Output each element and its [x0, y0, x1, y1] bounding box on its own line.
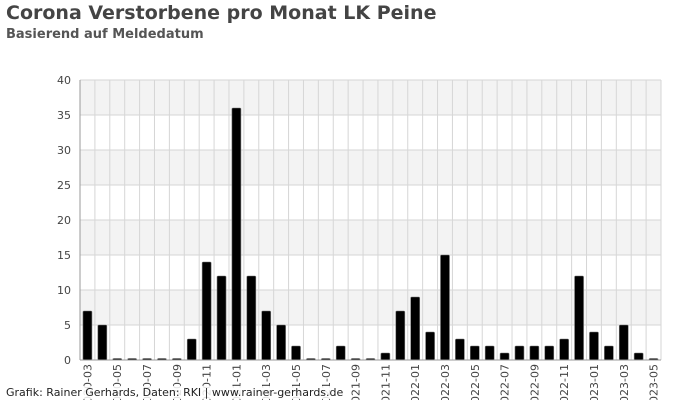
- plot-band: [80, 220, 661, 255]
- bar: [514, 345, 525, 361]
- bar: [574, 275, 584, 361]
- x-tick-label: 2022-05: [469, 364, 482, 400]
- x-tick-label: 2021-11: [379, 364, 392, 400]
- x-tick-label: 2022-03: [439, 364, 452, 400]
- bar: [246, 275, 257, 361]
- bar: [604, 345, 614, 361]
- bar: [529, 345, 540, 361]
- bar: [410, 296, 420, 361]
- bar: [261, 310, 272, 361]
- source-credit: Grafik: Rainer Gerhards, Daten: RKI | ww…: [4, 386, 346, 399]
- plot-band: [80, 80, 661, 115]
- plot-band: [80, 325, 661, 360]
- y-tick-label: 10: [57, 284, 71, 297]
- plot-band: [80, 185, 661, 220]
- bar: [231, 107, 242, 361]
- y-tick-label: 20: [57, 214, 71, 227]
- bar: [291, 345, 301, 361]
- y-tick-label: 0: [64, 354, 71, 367]
- x-tick-label: 2023-01: [588, 364, 601, 400]
- y-tick-label: 15: [57, 249, 71, 262]
- bar: [276, 324, 286, 361]
- bar: [201, 261, 212, 361]
- y-tick-label: 5: [64, 319, 71, 332]
- bar: [186, 338, 197, 361]
- x-tick-label: 2022-01: [409, 364, 422, 400]
- plot-band: [80, 150, 661, 185]
- bar: [455, 338, 465, 361]
- bar: [97, 324, 108, 361]
- x-tick-label: 2022-09: [528, 364, 541, 400]
- bar: [544, 345, 555, 361]
- bar: [559, 338, 569, 361]
- x-tick-label: 2023-03: [618, 364, 631, 400]
- y-tick-label: 30: [57, 144, 71, 157]
- grid-lines: [79, 79, 662, 361]
- chart-subtitle: Basierend auf Meldedatum: [6, 27, 204, 42]
- x-tick-label: 2022-07: [499, 364, 512, 400]
- x-tick-label: 2022-11: [558, 364, 571, 400]
- bar: [380, 352, 391, 361]
- bars: [82, 107, 659, 361]
- bar: [395, 310, 406, 361]
- plot-band: [80, 115, 661, 150]
- y-tick-label: 40: [57, 74, 71, 87]
- bar: [633, 352, 644, 361]
- plot-background: [80, 80, 661, 360]
- plot-band: [80, 255, 661, 290]
- bar: [425, 331, 435, 361]
- plot-band: [80, 290, 661, 325]
- y-tick-label: 25: [57, 179, 71, 192]
- bar: [216, 275, 227, 361]
- bar: [440, 254, 450, 361]
- bar: [335, 345, 346, 361]
- chart-title: Corona Verstorbene pro Monat LK Peine: [6, 2, 437, 24]
- bar: [82, 310, 93, 361]
- bar: [499, 352, 510, 361]
- bar: [618, 324, 629, 361]
- y-axis: 0 5 10 15 20 25 30 35 40: [57, 74, 81, 367]
- bar: [484, 345, 495, 361]
- bar: [589, 331, 599, 361]
- x-tick-label: 2023-05: [648, 364, 661, 400]
- y-tick-label: 35: [57, 109, 71, 122]
- x-tick-label: 2021-09: [350, 364, 363, 400]
- bar: [469, 345, 480, 361]
